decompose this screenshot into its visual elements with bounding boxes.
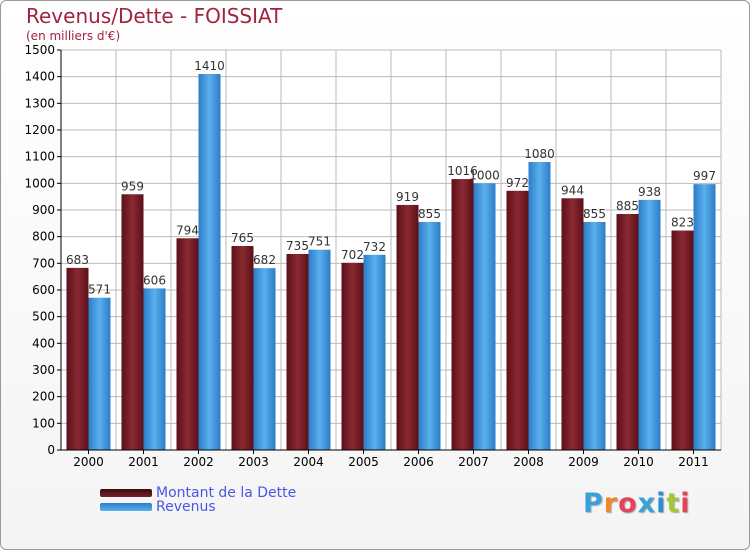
- data-label-debt: 765: [231, 231, 254, 245]
- y-tick-label: 100: [32, 416, 55, 430]
- bar-revenue: [253, 268, 276, 450]
- legend-swatch-revenue: [100, 503, 152, 511]
- y-tick-label: 1400: [24, 70, 55, 84]
- data-label-debt: 1016: [447, 164, 478, 178]
- legend-swatch-debt: [100, 489, 152, 497]
- chart-title: Revenus/Dette - FOISSIAT: [26, 4, 283, 28]
- bar-debt: [561, 198, 584, 450]
- bars: [66, 74, 716, 451]
- logo-letter: r: [603, 488, 619, 519]
- data-label-debt: 944: [561, 183, 584, 197]
- y-tick-label: 800: [32, 230, 55, 244]
- data-label-debt: 885: [616, 199, 639, 213]
- legend-label-revenue: Revenus: [156, 499, 216, 515]
- y-tick-label: 600: [32, 283, 55, 297]
- data-label-revenue: 1080: [524, 147, 555, 161]
- bar-revenue: [638, 199, 661, 450]
- y-tick-label: 500: [32, 310, 55, 324]
- data-label-revenue: 855: [418, 207, 441, 221]
- x-tick-label: 2001: [128, 455, 159, 469]
- bar-revenue: [418, 222, 441, 450]
- data-label-revenue: 855: [583, 207, 606, 221]
- data-label-debt: 794: [176, 223, 199, 237]
- y-tick-label: 1100: [24, 150, 55, 164]
- data-label-revenue: 997: [693, 169, 716, 183]
- logo-letter: P: [583, 488, 604, 519]
- bar-revenue: [198, 74, 221, 450]
- chart-subtitle: (en milliers d'€): [26, 29, 121, 43]
- bar-debt: [506, 190, 529, 451]
- x-tick-label: 2004: [293, 455, 324, 469]
- logo-letter: t: [666, 488, 681, 519]
- data-label-debt: 683: [66, 253, 89, 267]
- data-label-revenue: 938: [638, 185, 661, 199]
- bar-revenue: [473, 183, 496, 451]
- data-label-debt: 702: [341, 248, 364, 262]
- data-label-revenue: 732: [363, 240, 386, 254]
- data-label-revenue: 1000: [469, 168, 500, 182]
- bar-debt: [286, 254, 309, 450]
- bar-revenue: [88, 297, 111, 450]
- bar-debt: [616, 214, 639, 450]
- bar-revenue: [308, 249, 331, 450]
- x-tick-label: 2002: [183, 455, 214, 469]
- bar-revenue: [528, 162, 551, 450]
- bar-debt: [231, 246, 254, 450]
- x-tick-label: 2008: [513, 455, 544, 469]
- proxiti-logo: Proxiti: [583, 488, 691, 519]
- y-tick-label: 1200: [24, 123, 55, 137]
- bar-debt: [671, 230, 694, 450]
- data-label-revenue: 606: [143, 273, 166, 287]
- logo-letter: i: [656, 488, 667, 519]
- data-label-revenue: 751: [308, 235, 331, 249]
- bar-debt: [341, 262, 364, 450]
- data-label-revenue: 1410: [194, 59, 225, 73]
- bar-revenue: [583, 222, 606, 450]
- data-label-debt: 919: [396, 190, 419, 204]
- x-tick-label: 2000: [73, 455, 104, 469]
- y-tick-label: 300: [32, 363, 55, 377]
- bar-revenue: [143, 288, 166, 450]
- data-label-revenue: 571: [88, 283, 111, 297]
- legend-item-debt: Montant de la Dette: [100, 485, 297, 501]
- data-label-debt: 959: [121, 179, 144, 193]
- x-tick-label: 2005: [348, 455, 379, 469]
- axes: 0 100 200 300 400 500 600 700 800 900 1000 1100 1200…: [24, 43, 721, 469]
- legend-label-debt: Montant de la Dette: [156, 485, 297, 501]
- x-tick-label: 2010: [623, 455, 654, 469]
- y-tick-label: 1500: [24, 43, 55, 57]
- y-tick-label: 400: [32, 336, 55, 350]
- y-tick-label: 0: [47, 443, 55, 457]
- x-tick-label: 2009: [568, 455, 599, 469]
- data-label-debt: 735: [286, 239, 309, 253]
- bar-revenue: [363, 254, 386, 450]
- y-tick-label: 200: [32, 390, 55, 404]
- x-tick-label: 2007: [458, 455, 489, 469]
- legend-item-revenue: Revenus: [100, 499, 296, 515]
- x-tick-label: 2003: [238, 455, 269, 469]
- data-label-revenue: 682: [253, 253, 276, 267]
- bar-debt: [396, 204, 419, 450]
- y-tick-label: 700: [32, 256, 55, 270]
- logo-letter: x: [637, 488, 657, 519]
- bar-debt: [121, 194, 144, 450]
- x-tick-label: 2006: [403, 455, 434, 469]
- bar-debt: [176, 238, 199, 450]
- bar-debt: [451, 179, 474, 451]
- data-label-debt: 823: [671, 216, 694, 230]
- bar-revenue: [693, 184, 716, 450]
- x-tick-label: 2011: [678, 455, 709, 469]
- y-tick-label: 1300: [24, 96, 55, 110]
- y-tick-label: 900: [32, 203, 55, 217]
- data-label-debt: 972: [506, 176, 529, 190]
- logo-letter: i: [680, 488, 691, 519]
- legend: Montant de la Dette Revenus: [100, 485, 297, 515]
- logo-letter: o: [618, 488, 638, 519]
- bar-debt: [66, 267, 89, 450]
- y-tick-label: 1000: [24, 176, 55, 190]
